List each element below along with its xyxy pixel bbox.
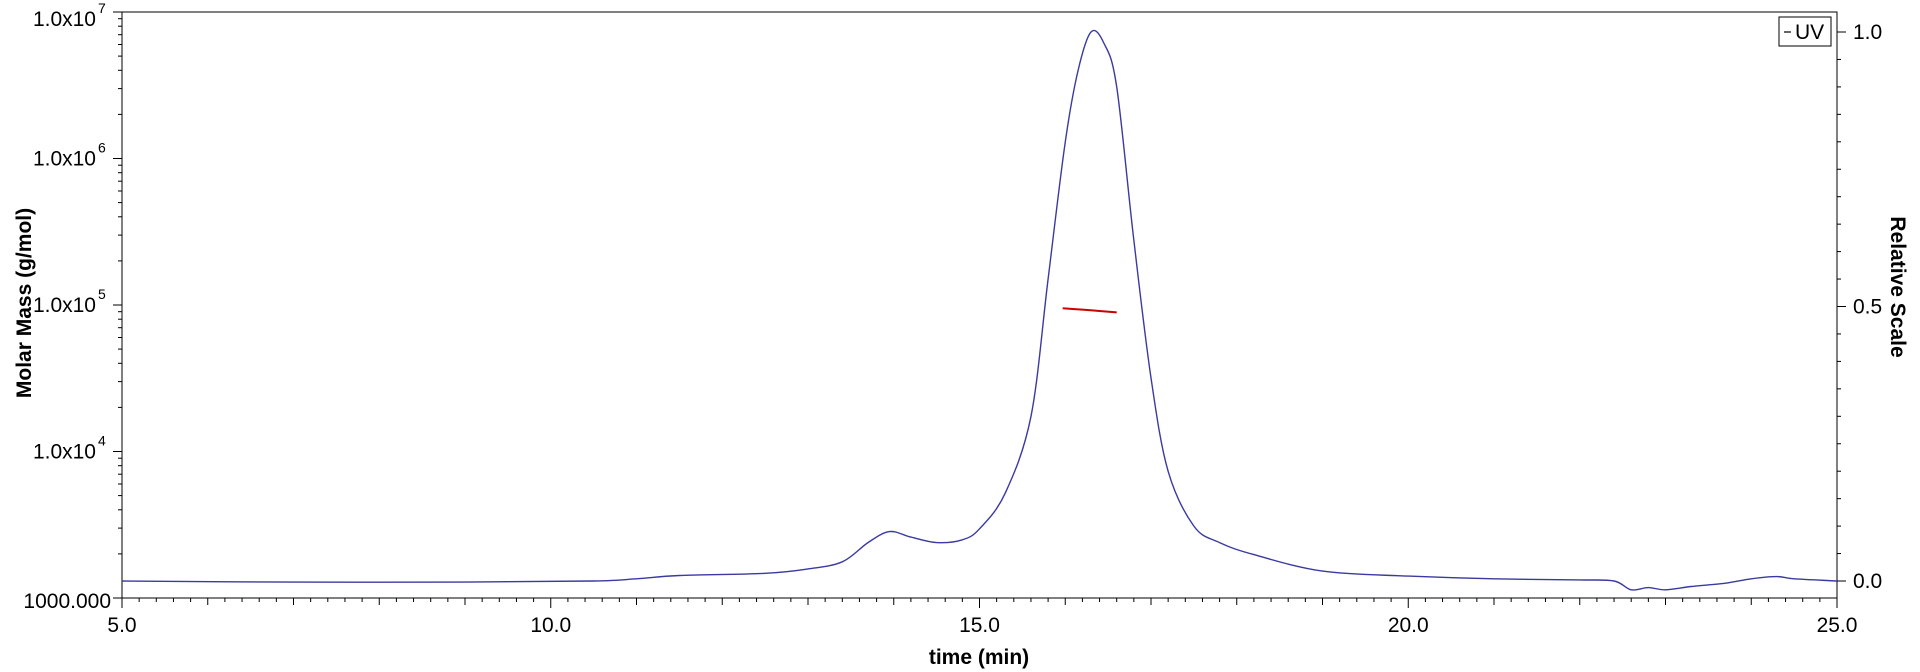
y-right-axis-ticks: 0.0 0.5 1.0 — [1837, 21, 1882, 593]
x-tick-label: 20.0 — [1388, 614, 1429, 637]
x-axis-ticks: 5.0 10.0 15.0 20.0 25.0 — [107, 598, 1857, 637]
y-left-tick-label: 1.0x10 — [33, 441, 96, 464]
y-left-tick-label: 1.0x10 — [33, 294, 96, 317]
y-left-tick-exponent: 5 — [98, 286, 106, 302]
y-right-tick-label: 0.5 — [1853, 296, 1882, 319]
y-left-tick-label: 1000.000 — [23, 590, 111, 613]
y-right-tick-label: 0.0 — [1853, 570, 1882, 593]
y-left-tick-exponent: 7 — [98, 0, 106, 16]
x-tick-label: 25.0 — [1817, 614, 1858, 637]
series-layer — [121, 29, 1838, 591]
x-tick-label: 15.0 — [959, 614, 1000, 637]
y-left-tick-label: 1.0x10 — [33, 8, 96, 31]
y-left-tick-exponent: 6 — [98, 140, 106, 156]
x-tick-label: 5.0 — [107, 614, 136, 637]
plot-area — [121, 11, 1838, 599]
y-left-axis-title: Molar Mass (g/mol) — [13, 208, 36, 398]
y-right-axis-title: Relative Scale — [1886, 216, 1909, 357]
minor-ticks — [118, 18, 1841, 605]
x-tick-label: 10.0 — [530, 614, 571, 637]
y-left-tick-label: 1.0x10 — [33, 148, 96, 171]
legend-label-uv: UV — [1795, 21, 1824, 44]
y-left-tick-exponent: 4 — [98, 433, 106, 449]
molar-mass-series-line — [1062, 307, 1117, 314]
legend: UV — [1778, 16, 1832, 47]
uv-series-line — [121, 29, 1838, 591]
y-right-tick-label: 1.0 — [1853, 21, 1882, 44]
x-axis-title: time (min) — [929, 646, 1029, 669]
